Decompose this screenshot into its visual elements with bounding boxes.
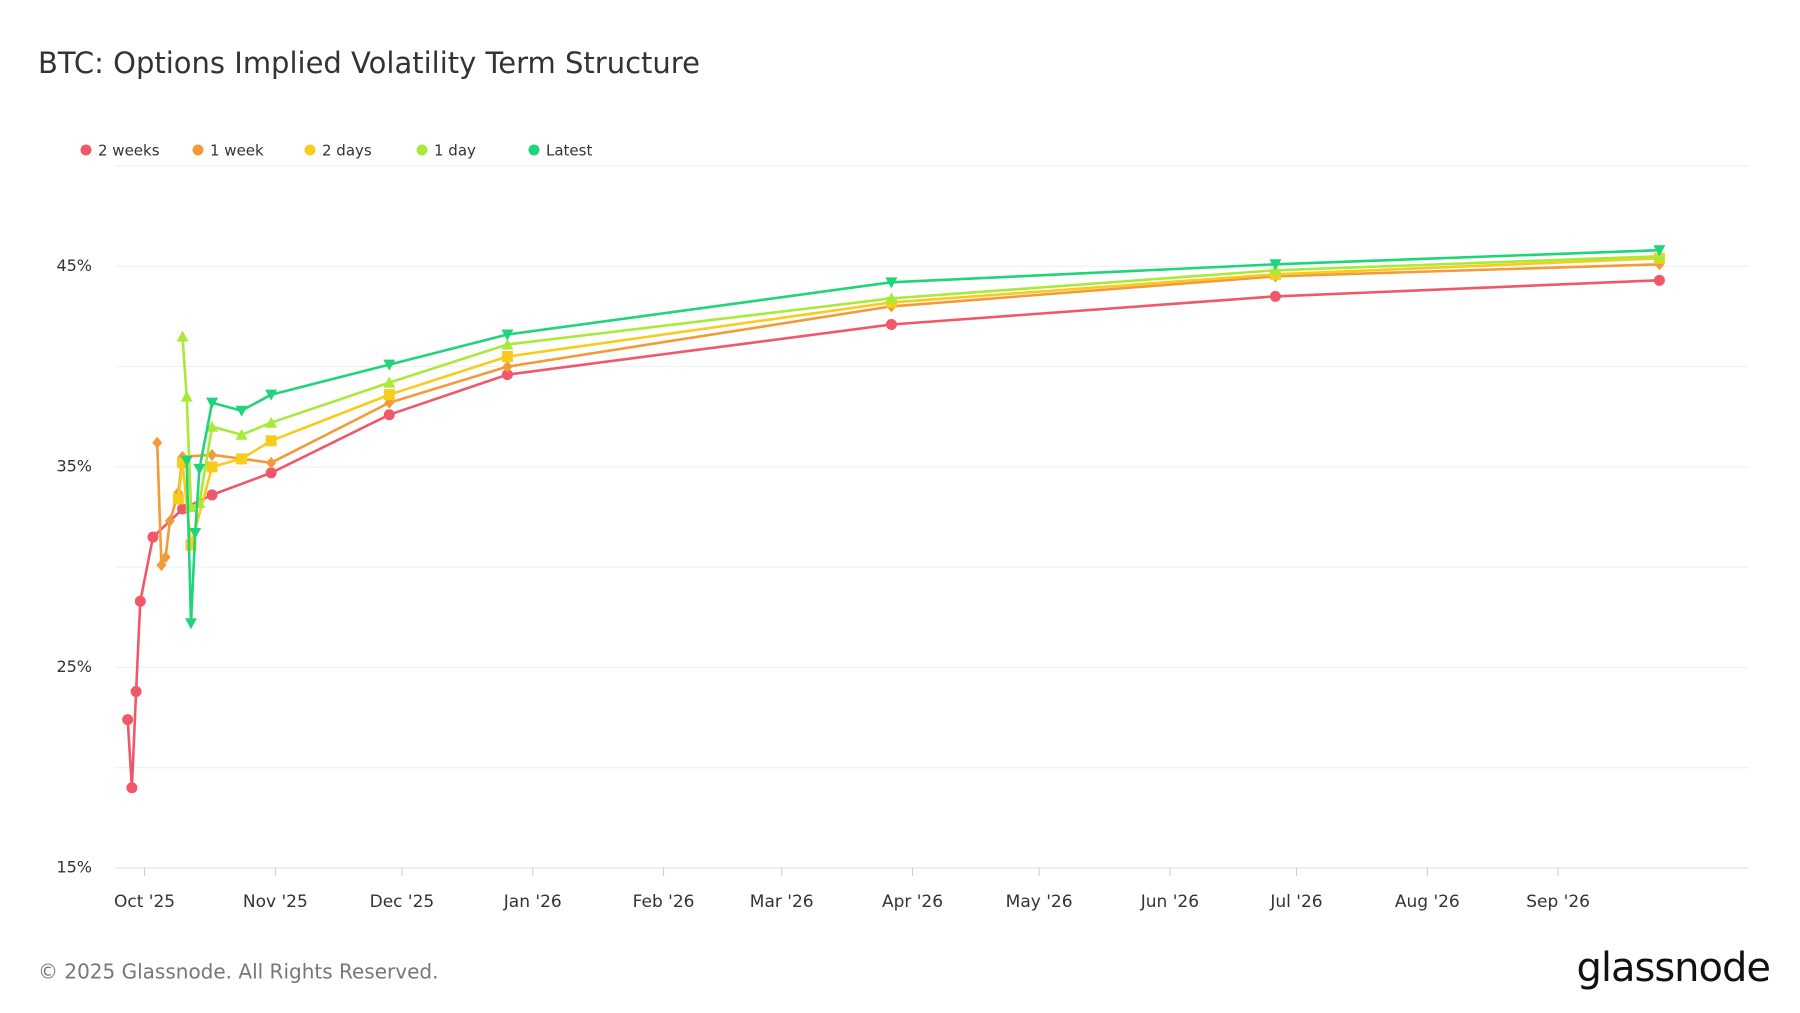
data-point: [206, 397, 219, 409]
data-point: [164, 515, 175, 528]
data-point: [235, 405, 248, 417]
series-line: [185, 248, 1660, 625]
data-point: [130, 685, 142, 697]
legend-label: Latest: [546, 142, 592, 160]
data-point: [134, 595, 146, 607]
data-point: [185, 539, 197, 551]
legend-label: 2 days: [322, 142, 372, 160]
data-point: [1269, 259, 1282, 271]
data-point: [265, 435, 277, 447]
data-point: [501, 338, 514, 350]
y-tick-label: 35%: [56, 456, 92, 475]
data-point: [501, 351, 513, 363]
data-point: [265, 416, 278, 428]
x-tick-label: Jul '26: [1269, 892, 1322, 912]
data-point: [383, 376, 396, 388]
data-point: [206, 461, 218, 473]
data-point: [122, 714, 134, 726]
x-tick-label: Apr '26: [882, 892, 943, 912]
legend-marker: [528, 144, 540, 156]
data-point: [184, 618, 197, 630]
data-point: [265, 467, 277, 479]
data-point: [156, 559, 167, 572]
x-tick-label: Jun '26: [1140, 892, 1199, 912]
data-point: [193, 463, 206, 475]
data-point: [265, 389, 278, 401]
data-point: [152, 436, 163, 449]
legend-marker: [416, 144, 428, 156]
data-point: [885, 318, 897, 330]
x-tick-label: Jan '26: [503, 892, 562, 912]
x-tick-label: Oct '25: [114, 892, 175, 912]
brand-logo: glassnode: [1576, 945, 1770, 991]
legend-label: 1 day: [434, 142, 476, 160]
data-point: [383, 359, 396, 371]
footer: © 2025 Glassnode. All Rights Reserved.: [38, 960, 438, 984]
chart-title: BTC: Options Implied Volatility Term Str…: [38, 46, 700, 80]
series-line: [177, 257, 1660, 547]
data-point: [1269, 290, 1281, 302]
data-point: [383, 389, 395, 401]
data-point: [236, 453, 248, 465]
legend-marker: [192, 144, 204, 156]
data-point: [502, 360, 513, 373]
data-point: [147, 531, 159, 543]
x-tick-label: Nov '25: [243, 892, 308, 912]
x-tick-label: Sep '26: [1526, 892, 1590, 912]
data-point: [1653, 274, 1665, 286]
legend-marker: [80, 144, 92, 156]
data-point: [885, 277, 898, 289]
data-point: [207, 448, 218, 461]
legend-label: 2 weeks: [98, 142, 160, 160]
data-point: [177, 457, 189, 469]
data-point: [206, 420, 219, 432]
x-tick-label: Mar '26: [750, 892, 814, 912]
data-point: [501, 329, 514, 341]
series-line: [181, 255, 1660, 509]
data-point: [383, 409, 395, 421]
x-tick-label: Dec '25: [370, 892, 435, 912]
data-point: [176, 330, 189, 342]
data-point: [501, 369, 513, 381]
x-tick-label: Feb '26: [633, 892, 695, 912]
data-point: [172, 493, 184, 505]
data-point: [189, 528, 202, 540]
y-tick-label: 45%: [56, 256, 92, 275]
series-line: [155, 263, 1660, 567]
data-point: [235, 428, 248, 440]
data-point: [266, 456, 277, 469]
data-point: [126, 782, 138, 794]
y-tick-label: 25%: [56, 657, 92, 676]
legend-label: 1 week: [210, 142, 264, 160]
data-point: [206, 489, 218, 501]
data-point: [180, 455, 193, 467]
data-point: [180, 390, 193, 402]
legend-marker: [304, 144, 316, 156]
data-point: [1653, 245, 1666, 257]
y-tick-label: 15%: [56, 858, 92, 877]
series-line: [126, 279, 1660, 790]
x-tick-label: May '26: [1006, 892, 1073, 912]
data-point: [885, 292, 898, 304]
x-tick-label: Aug '26: [1395, 892, 1460, 912]
data-point: [160, 551, 171, 564]
